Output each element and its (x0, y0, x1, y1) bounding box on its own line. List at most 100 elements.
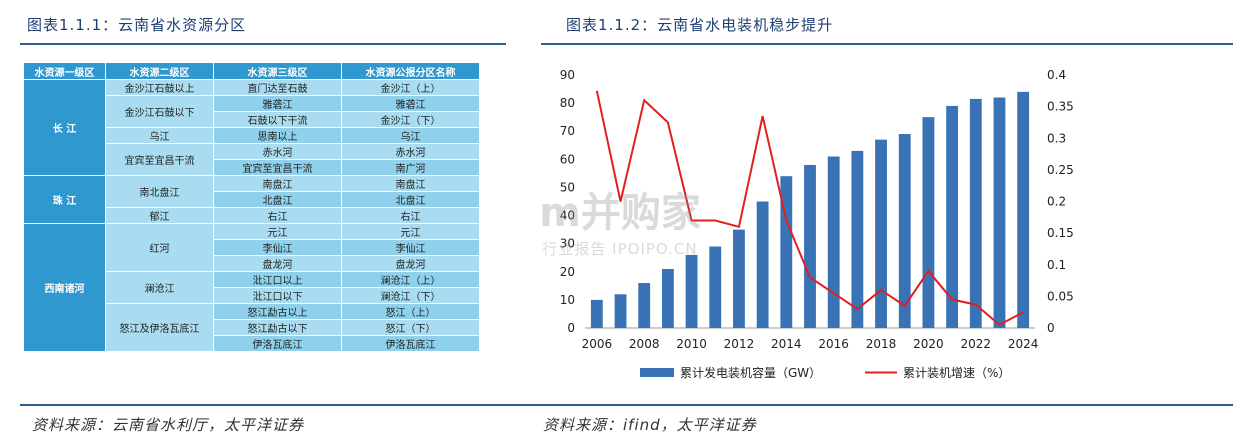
bulletin-name-cell: 怒江（上） (341, 303, 480, 320)
level3-region-cell: 思南以上 (213, 127, 342, 144)
bulletin-name-cell: 乌江 (341, 127, 480, 144)
table-row: 宜宾至宜昌干流 赤水河 赤水河 (24, 143, 480, 176)
bulletin-name-cell: 雅砻江 (341, 95, 480, 112)
table-row: 沘江口以下 澜沧江（下） (24, 287, 480, 304)
bulletin-name-cell: 北盘江 (341, 191, 480, 208)
bar (1017, 91, 1030, 328)
table-row: 西南诸河 红河 元江 元江 (23, 223, 480, 352)
bar (969, 98, 982, 328)
table-row: 宜宾至宜昌干流 南广河 (24, 159, 480, 176)
growth-line (595, 90, 1024, 327)
y-right-tick-label: 0.25 (1047, 163, 1074, 177)
legend-bar-swatch (640, 368, 674, 377)
bar (946, 105, 959, 328)
bar (638, 283, 651, 328)
y-right-tick-label: 0 (1047, 321, 1055, 335)
table-row: 怒江及伊洛瓦底江 怒江勐古以上 怒江（上） (24, 303, 480, 352)
y-left-tick-label: 20 (560, 265, 575, 279)
y-right-tick-label: 0.15 (1047, 226, 1074, 240)
bar (804, 164, 816, 328)
chart-canvas: 0 10 20 30 40 50 60 70 80 90 0 0.05 0.1 0.15 0.2 0.25 0.… (560, 68, 1074, 380)
bulletin-name-cell: 金沙江（下） (341, 111, 480, 128)
bulletin-name-cell: 南盘江 (341, 175, 480, 192)
header-level2: 水资源二级区 (105, 62, 214, 80)
level2-region-cell: 怒江及伊洛瓦底江 (105, 303, 214, 352)
x-tick-label: 2020 (913, 337, 944, 351)
level3-region-cell: 伊洛瓦底江 (213, 335, 342, 352)
level3-region-cell: 石鼓以下干流 (213, 111, 342, 128)
level1-region-cell: 西南诸河 (23, 223, 106, 352)
level2-region-cell: 乌江 (105, 127, 214, 144)
level3-region-cell: 雅砻江 (213, 95, 342, 112)
bulletin-name-cell: 伊洛瓦底江 (341, 335, 480, 352)
y-left-tick-label: 0 (567, 321, 575, 335)
y-left-tick-label: 30 (560, 237, 575, 251)
y-left-tick-label: 60 (560, 152, 575, 166)
table-row: 长 江金沙江石鼓以上 直门达至石鼓 金沙江（上） (23, 79, 480, 176)
bar (590, 299, 603, 328)
y-left-tick-label: 40 (560, 209, 575, 223)
y-left-tick-label: 80 (560, 96, 575, 110)
level2-region-cell: 金沙江石鼓以上 (105, 79, 214, 96)
level3-region-cell: 盘龙河 (213, 255, 342, 272)
level2-region-cell: 宜宾至宜昌干流 (105, 143, 214, 176)
bulletin-name-cell: 赤水河 (341, 143, 480, 160)
x-tick-label: 2018 (866, 337, 897, 351)
bar (875, 139, 887, 328)
bar (827, 156, 840, 328)
table-row: 石鼓以下干流 金沙江（下） (24, 111, 480, 128)
level2-region-cell: 金沙江石鼓以下 (105, 95, 214, 128)
level3-region-cell: 李仙江 (213, 239, 342, 256)
bar (709, 246, 722, 328)
table-row: 盘龙河 盘龙河 (24, 255, 480, 272)
bar (614, 294, 627, 328)
table-row: 伊洛瓦底江 伊洛瓦底江 (24, 335, 480, 352)
top-rule-right (541, 43, 1233, 45)
bar (661, 268, 674, 328)
legend-bar-label: 累计发电装机容量（GW） (680, 365, 821, 380)
table-row: 金沙江石鼓以下 雅砻江 雅砻江 (24, 95, 480, 128)
x-tick-label: 2010 (676, 337, 707, 351)
level3-region-cell: 沘江口以上 (213, 271, 342, 288)
table-row: 郁江 右江 右江 (24, 207, 480, 224)
level2-region-cell: 郁江 (105, 207, 214, 224)
table-header-row: 水资源一级区 水资源二级区 水资源三级区 水资源公报分区名称 (23, 62, 480, 80)
bar (685, 254, 698, 328)
level3-region-cell: 怒江勐古以上 (213, 303, 342, 320)
x-tick-label: 2022 (961, 337, 992, 351)
y-right-tick-label: 0.2 (1047, 195, 1066, 209)
x-tick-label: 2014 (771, 337, 802, 351)
level3-region-cell: 北盘江 (213, 191, 342, 208)
bottom-rule (20, 404, 1233, 406)
bar (733, 229, 745, 328)
y-right-tick-label: 0.05 (1047, 289, 1074, 303)
left-figure-caption: 图表1.1.1：云南省水资源分区 (27, 16, 247, 34)
level3-region-cell: 赤水河 (213, 143, 342, 160)
y-left-tick-label: 70 (560, 124, 575, 138)
level1-region-cell: 珠 江 (23, 175, 106, 224)
y-right-tick-label: 0.1 (1047, 258, 1066, 272)
header-level1: 水资源一级区 (23, 62, 106, 80)
bulletin-name-cell: 金沙江（上） (341, 79, 480, 96)
legend-line-label: 累计装机增速（%） (903, 366, 1010, 380)
level3-region-cell: 南盘江 (213, 175, 342, 192)
x-tick-label: 2012 (724, 337, 755, 351)
water-resource-zoning-table: 水资源一级区 水资源二级区 水资源三级区 水资源公报分区名称 长 江金沙江石鼓以… (23, 62, 480, 390)
x-tick-label: 2016 (818, 337, 849, 351)
level3-region-cell: 宜宾至宜昌干流 (213, 159, 342, 176)
x-tick-label: 2024 (1008, 337, 1039, 351)
bulletin-name-cell: 元江 (341, 223, 480, 240)
bar (851, 150, 864, 328)
level2-region-cell: 澜沧江 (105, 271, 214, 304)
y-right-tick-label: 0.3 (1047, 131, 1066, 145)
level3-region-cell: 直门达至石鼓 (213, 79, 342, 96)
bulletin-name-cell: 李仙江 (341, 239, 480, 256)
x-tick-label: 2006 (582, 337, 613, 351)
bar (922, 117, 935, 328)
y-right-tick-label: 0.35 (1047, 100, 1074, 114)
top-rule-left (20, 43, 506, 45)
y-left-tick-label: 10 (560, 293, 575, 307)
table-row: 珠 江南北盘江 南盘江 南盘江 (23, 175, 480, 224)
header-level3: 水资源三级区 (213, 62, 342, 80)
bulletin-name-cell: 盘龙河 (341, 255, 480, 272)
